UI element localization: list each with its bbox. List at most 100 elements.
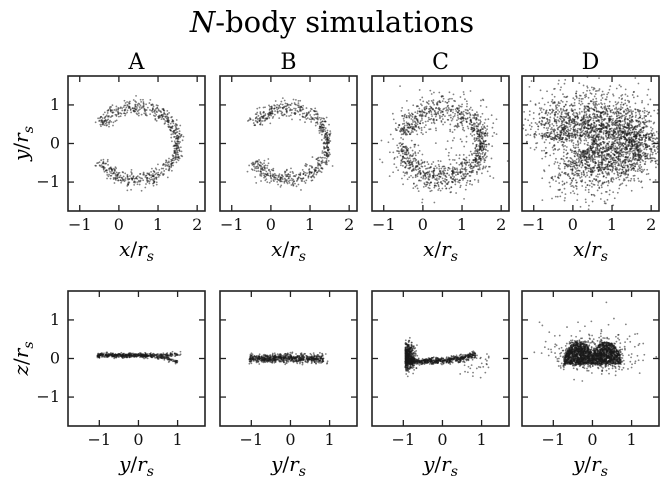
- data-point: [477, 181, 480, 183]
- data-point: [289, 179, 291, 182]
- data-point: [412, 176, 414, 179]
- data-point: [288, 106, 290, 109]
- data-point: [587, 127, 590, 130]
- data-point: [424, 165, 426, 167]
- data-point: [150, 174, 153, 177]
- data-point: [248, 119, 250, 122]
- data-point: [164, 120, 167, 122]
- data-point: [481, 146, 484, 149]
- data-point: [419, 111, 422, 113]
- data-point: [625, 138, 628, 141]
- data-point: [474, 164, 476, 166]
- data-point: [142, 98, 144, 101]
- data-point: [126, 111, 128, 114]
- data-point: [586, 148, 589, 151]
- data-point: [155, 181, 158, 184]
- data-point: [588, 116, 591, 118]
- data-point: [483, 126, 485, 129]
- data-point: [136, 103, 139, 106]
- data-point: [629, 166, 632, 169]
- data-point: [156, 106, 159, 109]
- data-point: [106, 177, 108, 180]
- data-point: [320, 130, 322, 133]
- data-point: [308, 168, 311, 170]
- y-tick-label: −1: [36, 172, 60, 191]
- data-point: [140, 100, 143, 103]
- data-point: [298, 173, 301, 176]
- data-point: [572, 112, 575, 114]
- data-point: [484, 156, 487, 159]
- data-point: [302, 170, 305, 173]
- data-point: [575, 168, 577, 170]
- data-point: [162, 108, 165, 111]
- data-point: [466, 161, 469, 164]
- data-point: [556, 127, 559, 130]
- data-point: [584, 162, 586, 165]
- data-point: [319, 121, 322, 124]
- data-point: [106, 158, 109, 161]
- data-point: [294, 182, 296, 185]
- data-point: [398, 124, 401, 127]
- data-point: [157, 163, 159, 166]
- data-point: [632, 149, 635, 152]
- data-point: [563, 105, 566, 108]
- data-point: [326, 143, 329, 145]
- data-point: [479, 163, 482, 166]
- data-point: [171, 120, 173, 123]
- data-point: [543, 103, 546, 106]
- data-point: [421, 119, 423, 121]
- data-point: [397, 169, 400, 172]
- data-point: [646, 125, 649, 128]
- data-point: [101, 123, 103, 126]
- data-point: [169, 122, 172, 125]
- data-point: [297, 176, 300, 179]
- data-point: [650, 120, 652, 123]
- data-point: [622, 153, 625, 156]
- figure-title-italic: N: [189, 5, 217, 39]
- data-point: [573, 155, 576, 158]
- data-point: [286, 102, 288, 105]
- data-point: [570, 136, 573, 138]
- data-point: [632, 138, 635, 141]
- data-point: [317, 159, 319, 162]
- data-point: [114, 174, 117, 177]
- data-point: [414, 166, 417, 169]
- data-point: [449, 110, 452, 112]
- data-point: [301, 106, 304, 109]
- data-point: [117, 110, 119, 113]
- data-point: [608, 100, 611, 103]
- data-point: [625, 176, 628, 179]
- data-point: [318, 116, 321, 119]
- data-point: [550, 128, 552, 131]
- data-point: [620, 85, 622, 88]
- data-point: [270, 105, 273, 108]
- data-point: [402, 149, 405, 152]
- data-point: [423, 111, 426, 114]
- data-point: [444, 100, 447, 103]
- data-point: [487, 165, 490, 168]
- data-point: [425, 101, 428, 104]
- data-point: [295, 174, 298, 176]
- data-point: [432, 118, 435, 120]
- data-point: [581, 124, 584, 127]
- data-point: [126, 175, 129, 177]
- data-point: [299, 107, 301, 110]
- data-point: [595, 107, 598, 110]
- data-point: [436, 103, 439, 106]
- data-point: [590, 92, 593, 95]
- y-tick-label: 0: [50, 134, 60, 153]
- data-point: [100, 115, 102, 118]
- data-point: [155, 183, 158, 186]
- data-point: [597, 127, 600, 130]
- data-point: [539, 89, 542, 92]
- data-point: [400, 159, 403, 162]
- data-point: [429, 109, 432, 112]
- data-point: [148, 177, 151, 180]
- data-point: [259, 123, 262, 126]
- data-point: [320, 117, 323, 120]
- data-point: [469, 106, 472, 109]
- data-point: [615, 117, 618, 120]
- data-point: [462, 113, 465, 116]
- data-point: [554, 119, 556, 122]
- data-point: [615, 119, 617, 122]
